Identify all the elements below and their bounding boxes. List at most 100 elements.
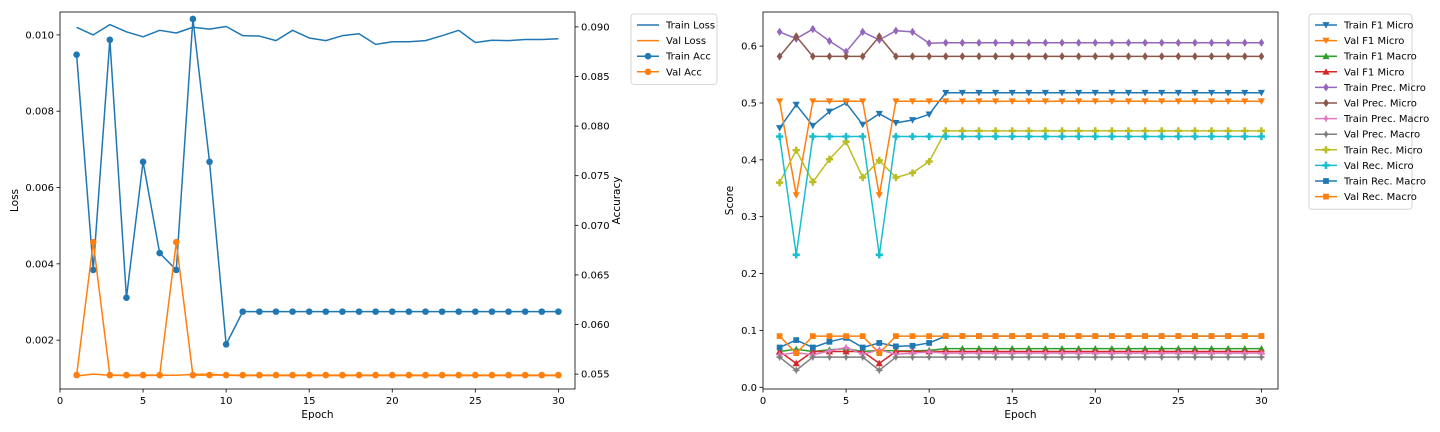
data-point [842,353,851,362]
series-val-prec-micro [776,32,1265,61]
data-point [1241,132,1249,141]
series-val-rec-micro [776,132,1265,259]
data-point [1208,52,1215,61]
data-point [875,156,883,165]
data-point [222,341,230,348]
data-point [826,333,833,339]
data-point [776,132,784,141]
data-point [1141,98,1149,105]
data-point [1141,349,1150,358]
data-point [1124,349,1133,358]
y-tick-label: 0.5 [741,98,757,109]
series-val-prec-macro [775,353,1266,375]
data-point [892,173,900,182]
data-point [875,192,883,199]
data-point [843,52,849,61]
data-point [825,98,834,105]
data-point [189,371,197,379]
data-point [825,346,834,355]
data-point [875,359,883,367]
x-tick-label: 10 [923,396,936,407]
data-point [1240,353,1249,362]
data-point [322,371,330,379]
data-point [1191,98,1199,105]
series-val-rec-macro [776,333,1265,357]
data-point [825,108,834,116]
data-point [908,349,917,358]
data-point [792,359,800,367]
series-line [778,130,1262,183]
data-point [305,371,313,379]
legend-label: Train Prec. Micro [1343,83,1426,94]
y-tick-label: 0.010 [25,30,54,41]
data-point [1124,353,1133,362]
data-point [272,371,280,379]
data-point [1157,349,1166,358]
data-point [875,366,884,375]
data-point [1108,89,1116,97]
data-point [1124,132,1133,141]
y-tick-label: 0.6 [741,42,757,53]
data-point [859,121,867,129]
legend-label: Train Rec. Micro [1343,145,1423,156]
legend-label: Train Rec. Macro [1343,177,1426,188]
y-tick-label: 0.4 [741,155,757,166]
data-point [1058,132,1066,141]
data-point [139,371,147,379]
data-point [1158,98,1166,105]
data-point [1042,52,1049,61]
data-point [1125,38,1132,47]
data-point [1158,333,1165,339]
data-point [842,132,850,141]
data-point [1224,132,1232,141]
y-tick-label: 0.1 [741,326,757,337]
data-point [305,308,313,315]
legend-marker [1322,130,1330,139]
series-line [779,35,1262,58]
legend-item: Train Loss [637,21,715,32]
plot-area [73,15,562,379]
data-point [372,371,379,379]
legend-item: Val Rec. Macro [1315,192,1417,203]
data-point [975,98,983,105]
x-tick-label: 0 [57,396,63,407]
data-point [842,343,851,352]
legend-marker [1323,83,1329,92]
data-point [488,371,496,379]
data-point [1042,38,1049,47]
y-tick-label: 0.0 [741,383,757,394]
data-point [1041,127,1050,135]
data-point [992,38,999,47]
data-point [859,173,867,182]
data-point [776,333,783,339]
legend-marker [1322,52,1330,60]
data-point [1207,127,1216,135]
data-point [925,157,933,166]
data-point [322,308,330,315]
data-point [1258,52,1265,61]
legend-marker [1322,114,1330,123]
data-point [1142,333,1148,339]
data-point [1258,333,1265,339]
data-point [1158,127,1166,135]
data-point [1157,353,1166,362]
legend-marker [1322,22,1330,29]
data-point [1174,89,1182,97]
data-point [958,132,966,141]
data-point [909,342,916,349]
data-point [908,117,917,124]
y2-tick-label: 0.055 [581,370,610,381]
legend-box [1308,13,1413,210]
data-point [976,333,982,339]
data-point [875,345,884,354]
data-point [809,52,816,61]
data-point [1125,52,1132,61]
plot-area [775,24,1266,375]
data-point [1074,349,1083,358]
data-point [775,353,784,362]
data-point [859,52,866,61]
series-line [75,18,559,346]
legend-label: Train Loss [665,21,715,32]
data-point [926,39,933,48]
data-point [1058,98,1066,105]
